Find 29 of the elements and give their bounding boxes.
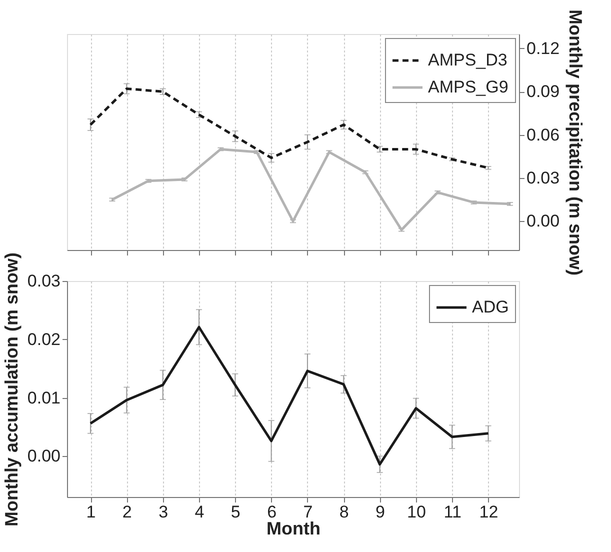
x-tick-label: 12 [479,502,498,522]
x-axis-title: Month [266,518,320,538]
y-tick-label: 0.01 [27,388,60,408]
y-tick-label: 0.02 [27,330,60,349]
line-series [89,326,490,466]
y2-axis-title: Monthly precipitation (m snow) [566,10,586,276]
y-tick-label: 0.03 [27,272,60,290]
x-tick-label: 3 [158,502,168,522]
legend-label: AMPS_D3 [428,50,508,70]
x-tick-label: 11 [444,502,462,522]
y2-tick-label: 0.03 [526,168,560,188]
line-series [110,148,512,232]
y2-tick-label: 0.06 [526,125,560,144]
y-tick-label: 0.00 [27,446,60,466]
legend-label: ADG [472,298,509,316]
y2-tick-label: 0.12 [526,38,560,58]
y-axis-title: Monthly accumulation (m snow) [1,252,22,527]
x-tick-label: 5 [230,502,240,522]
legend-label: AMPS_G9 [428,78,508,96]
y2-tick-label: 0.09 [526,82,560,102]
x-tick-label: 2 [122,502,132,522]
x-tick-label: 8 [339,502,349,522]
x-tick-label: 1 [86,502,96,522]
x-tick-label: 7 [303,502,313,522]
x-tick-label: 4 [194,502,204,522]
y2-tick-label: 0.00 [526,212,560,231]
x-tick-label: 9 [376,502,386,522]
x-tick-label: 6 [267,502,277,522]
x-tick-label: 10 [406,502,426,522]
